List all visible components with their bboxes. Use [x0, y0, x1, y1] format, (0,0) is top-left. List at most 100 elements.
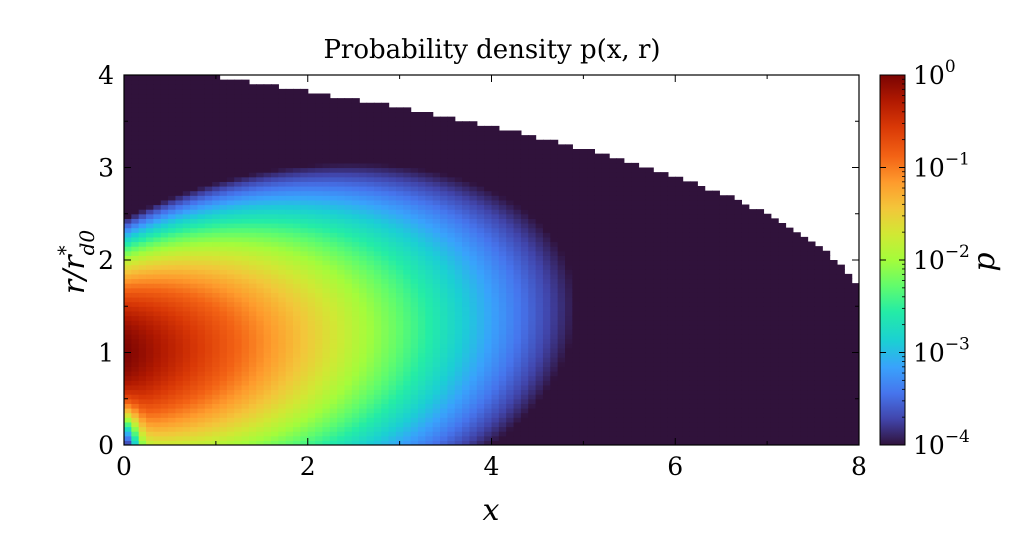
heatmap-cell — [535, 255, 544, 261]
heatmap-cell — [410, 273, 419, 280]
heatmap-cell — [351, 135, 360, 141]
heatmap-cell — [388, 352, 397, 358]
heatmap-cell — [315, 158, 324, 164]
heatmap-cell — [513, 255, 522, 261]
heatmap-cell — [535, 167, 544, 173]
heatmap-cell — [168, 269, 177, 275]
heatmap-cell — [432, 218, 441, 224]
heatmap-cell — [256, 306, 265, 312]
heatmap-cell — [212, 389, 221, 395]
heatmap-cell — [535, 394, 544, 400]
heatmap-cell — [528, 241, 537, 247]
heatmap-cell — [440, 227, 448, 233]
heatmap-cell — [146, 398, 154, 404]
heatmap-cell — [550, 435, 559, 441]
heatmap-cell — [506, 278, 515, 284]
heatmap-cell — [263, 273, 272, 280]
heatmap-cell — [440, 283, 448, 289]
heatmap-cell — [498, 149, 507, 155]
heatmap-cell — [160, 250, 169, 256]
heatmap-cell — [204, 79, 213, 85]
heatmap-cell — [388, 278, 397, 284]
heatmap-cell — [337, 213, 346, 219]
heatmap-cell — [322, 408, 331, 414]
heatmap-cell — [278, 347, 287, 354]
heatmap-cell — [366, 421, 375, 428]
heatmap-cell — [395, 361, 404, 367]
heatmap-cell — [520, 186, 529, 192]
heatmap-cell — [601, 292, 610, 298]
heatmap-cell — [278, 213, 287, 219]
heatmap-cell — [373, 149, 382, 155]
heatmap-cell — [322, 204, 331, 210]
heatmap-cell — [241, 112, 250, 118]
heatmap-cell — [462, 421, 471, 428]
heatmap-cell — [322, 209, 331, 215]
heatmap-cell — [388, 412, 397, 418]
heatmap-cell — [219, 343, 228, 349]
heatmap-cell — [190, 199, 199, 206]
heatmap-cell — [395, 135, 404, 141]
heatmap-cell — [138, 389, 147, 395]
heatmap-cell — [204, 408, 213, 414]
heatmap-cell — [190, 255, 199, 261]
heatmap-cell — [160, 278, 169, 284]
heatmap-cell — [432, 158, 441, 164]
heatmap-cell — [542, 440, 551, 445]
heatmap-cell — [351, 125, 360, 132]
heatmap-cell — [263, 375, 272, 381]
heatmap-cell — [557, 158, 566, 164]
heatmap-cell — [403, 366, 412, 372]
heatmap-cell — [138, 269, 147, 275]
heatmap-cell — [168, 236, 177, 243]
heatmap-cell — [226, 186, 235, 192]
heatmap-cell — [594, 352, 603, 358]
heatmap-cell — [594, 269, 603, 275]
heatmap-cell — [204, 98, 213, 104]
heatmap-cell — [447, 209, 456, 215]
heatmap-cell — [315, 431, 324, 437]
heatmap-cell — [190, 139, 199, 145]
heatmap-cell — [146, 366, 154, 372]
heatmap-cell — [447, 315, 456, 321]
heatmap-cell — [587, 260, 595, 266]
heatmap-cell — [506, 394, 515, 400]
heatmap-cell — [190, 412, 199, 418]
heatmap-cell — [241, 102, 250, 108]
heatmap-cell — [322, 389, 331, 395]
heatmap-cell — [542, 167, 551, 173]
heatmap-cell — [381, 227, 390, 233]
heatmap-cell — [293, 287, 301, 293]
heatmap-cell — [381, 283, 390, 289]
heatmap-cell — [153, 167, 162, 173]
heatmap-cell — [190, 431, 199, 437]
heatmap-cell — [344, 199, 353, 206]
heatmap-cell — [175, 440, 184, 445]
heatmap-cell — [498, 199, 507, 206]
heatmap-cell — [565, 334, 573, 340]
heatmap-cell — [160, 315, 169, 321]
heatmap-cell — [307, 107, 316, 113]
heatmap-cell — [616, 366, 625, 372]
heatmap-cell — [190, 380, 199, 386]
heatmap-cell — [175, 403, 184, 409]
heatmap-cell — [366, 112, 375, 118]
heatmap-cell — [587, 389, 595, 395]
heatmap-cell — [395, 352, 404, 358]
heatmap-cell — [124, 352, 132, 358]
heatmap-cell — [395, 412, 404, 418]
heatmap-cell — [572, 273, 581, 280]
heatmap-cell — [542, 301, 551, 307]
heatmap-cell — [307, 112, 316, 118]
heatmap-cell — [506, 440, 515, 445]
heatmap-cell — [263, 93, 272, 99]
heatmap-cell — [190, 223, 199, 229]
heatmap-cell — [469, 236, 478, 243]
heatmap-cell — [425, 320, 434, 326]
heatmap-cell — [609, 324, 618, 330]
heatmap-cell — [307, 431, 316, 437]
heatmap-cell — [300, 408, 309, 414]
heatmap-cell — [506, 190, 515, 196]
heatmap-cell — [285, 241, 294, 247]
heatmap-cell — [528, 357, 537, 363]
